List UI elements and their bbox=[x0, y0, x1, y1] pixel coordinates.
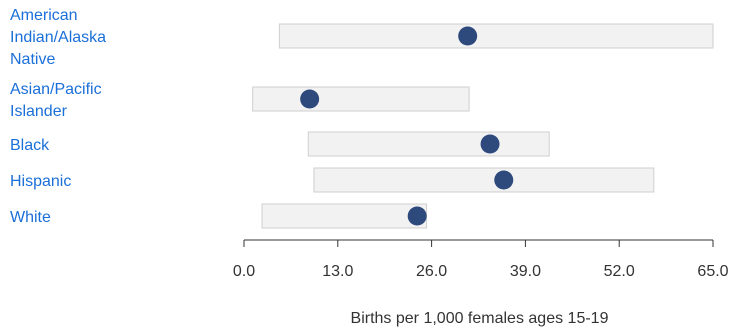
category-label[interactable]: Native bbox=[10, 51, 55, 68]
value-dots bbox=[300, 26, 514, 226]
category-label[interactable]: Asian/Pacific bbox=[10, 81, 102, 98]
category-label[interactable]: Islander bbox=[10, 103, 68, 120]
category-label[interactable]: Indian/Alaska bbox=[10, 29, 106, 46]
range-bar[interactable] bbox=[278, 23, 714, 49]
range-bar[interactable] bbox=[261, 203, 428, 229]
value-dot[interactable] bbox=[407, 206, 427, 226]
range-bars bbox=[252, 23, 714, 229]
x-tick-label: 52.0 bbox=[604, 263, 635, 280]
value-dot[interactable] bbox=[480, 134, 500, 154]
category-label[interactable]: Hispanic bbox=[10, 173, 71, 190]
range-bar[interactable] bbox=[252, 86, 470, 112]
x-tick-label: 26.0 bbox=[416, 263, 447, 280]
range-bar[interactable] bbox=[307, 131, 550, 157]
category-label[interactable]: Black bbox=[10, 137, 50, 154]
x-axis-title: Births per 1,000 females ages 15-19 bbox=[351, 310, 609, 327]
x-tick-label: 39.0 bbox=[510, 263, 541, 280]
x-tick-label: 65.0 bbox=[697, 263, 728, 280]
x-tick-label: 0.0 bbox=[233, 263, 255, 280]
category-label[interactable]: American bbox=[10, 7, 78, 24]
category-labels: American Indian/Alaska Native Asian/Pacific… bbox=[10, 7, 106, 226]
value-dot[interactable] bbox=[494, 170, 514, 190]
x-tick-label: 13.0 bbox=[322, 263, 353, 280]
range-bar[interactable] bbox=[313, 167, 655, 193]
x-axis: 0.0 13.0 26.0 39.0 52.0 65.0 bbox=[233, 239, 729, 280]
value-dot[interactable] bbox=[300, 89, 320, 109]
category-label[interactable]: White bbox=[10, 209, 51, 226]
value-dot[interactable] bbox=[458, 26, 478, 46]
